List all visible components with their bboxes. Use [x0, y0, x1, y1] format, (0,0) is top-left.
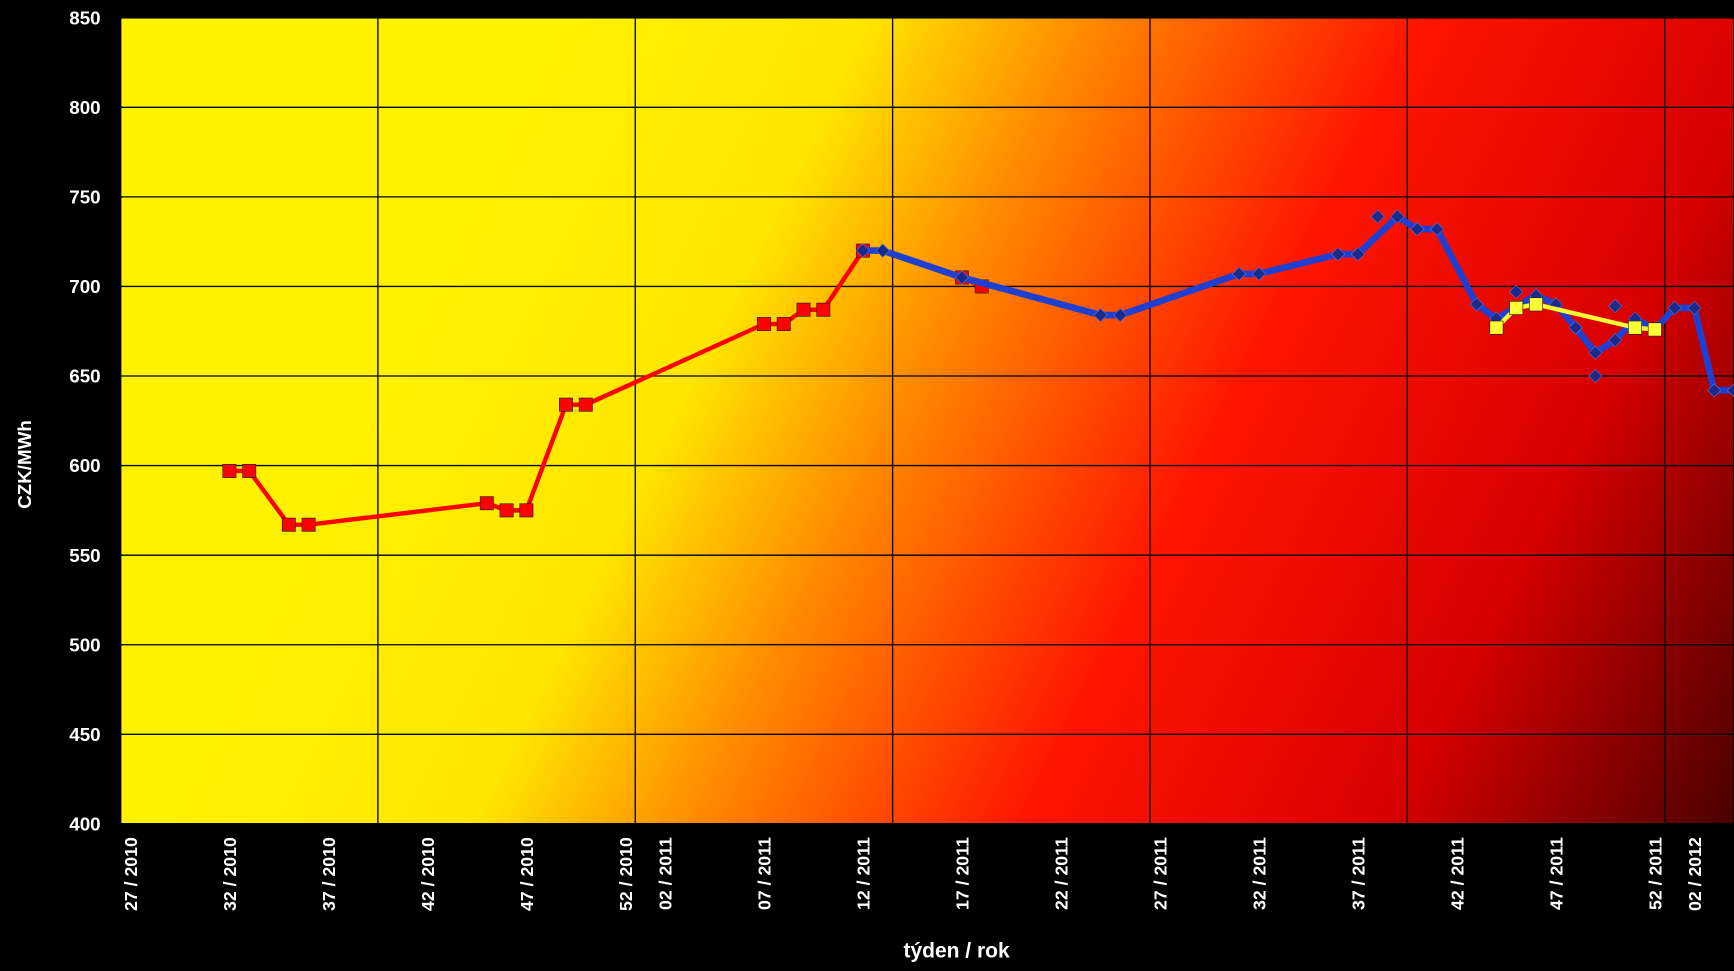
point [1588, 368, 1603, 384]
y-tick-label: 800 [69, 97, 100, 118]
point [756, 317, 771, 332]
point [301, 517, 316, 532]
point [1469, 297, 1484, 312]
y-axis-title: CZK/MWh [14, 420, 35, 509]
point [1647, 322, 1662, 337]
x-tick-label: 27 / 2011 [1151, 837, 1171, 910]
point [1113, 308, 1128, 323]
point [1489, 320, 1504, 335]
point [796, 302, 811, 317]
point [1509, 300, 1524, 315]
point [519, 503, 534, 518]
point [499, 503, 514, 518]
y-tick-label: 750 [69, 187, 100, 208]
x-tick-label: 37 / 2010 [319, 837, 339, 911]
point [1429, 222, 1445, 237]
point [222, 464, 237, 478]
x-tick-label: 52 / 2011 [1645, 837, 1665, 910]
y-tick-label: 600 [69, 455, 100, 476]
point [1667, 300, 1682, 316]
point [1608, 333, 1623, 348]
point [1707, 383, 1722, 398]
x-tick-label: 47 / 2011 [1546, 837, 1566, 910]
point [1608, 299, 1623, 314]
x-tick-label: 07 / 2011 [755, 837, 775, 910]
point [776, 317, 791, 332]
point [242, 464, 257, 478]
point [1628, 320, 1642, 335]
point [1588, 345, 1603, 360]
x-tick-label: 47 / 2010 [517, 837, 537, 911]
point [1231, 266, 1247, 282]
x-tick-label: 02 / 2011 [656, 837, 676, 910]
x-tick-label: 17 / 2011 [953, 837, 973, 910]
y-tick-label: 700 [69, 276, 100, 297]
point [1687, 300, 1702, 316]
point [1350, 247, 1365, 262]
point [1330, 247, 1346, 262]
x-tick-label: 22 / 2011 [1052, 837, 1072, 910]
y-tick-label: 550 [69, 545, 100, 566]
point [281, 517, 296, 532]
x-tick-label: 32 / 2010 [220, 837, 240, 911]
point [1726, 383, 1734, 398]
x-tick-label: 12 / 2011 [854, 837, 874, 910]
point [855, 243, 871, 258]
y-tick-label: 650 [69, 366, 100, 387]
point [875, 243, 890, 258]
point [578, 397, 593, 412]
point [1251, 266, 1266, 282]
x-tick-label: 27 / 2010 [121, 837, 141, 911]
labels: 400 450 500 550 600 650 700 750 800 850 27 / 2010 3… [69, 7, 1705, 911]
x-tick-label: 42 / 2011 [1447, 837, 1467, 910]
point [559, 397, 573, 412]
point [1410, 222, 1425, 237]
point [479, 496, 494, 511]
plot-area [120, 17, 1734, 824]
point [1390, 209, 1405, 224]
x-tick-label: 37 / 2011 [1348, 837, 1368, 910]
y-tick-label: 850 [69, 7, 100, 28]
point [954, 270, 970, 285]
y-tick-label: 500 [69, 634, 100, 655]
x-tick-label: 52 / 2010 [616, 837, 636, 911]
point [1370, 209, 1385, 224]
y-tick-label: 450 [69, 724, 100, 745]
point [1093, 308, 1108, 323]
point [816, 302, 831, 317]
y-tick-label: 400 [69, 814, 100, 835]
x-axis-title: týden / rok [903, 940, 1010, 963]
x-tick-label: 42 / 2010 [418, 837, 438, 911]
point [1529, 297, 1543, 312]
x-tick-label: 02 / 2012 [1685, 837, 1705, 911]
x-tick-label: 32 / 2011 [1250, 837, 1270, 910]
point [1509, 284, 1524, 299]
point [1568, 320, 1583, 335]
series [222, 209, 1734, 532]
